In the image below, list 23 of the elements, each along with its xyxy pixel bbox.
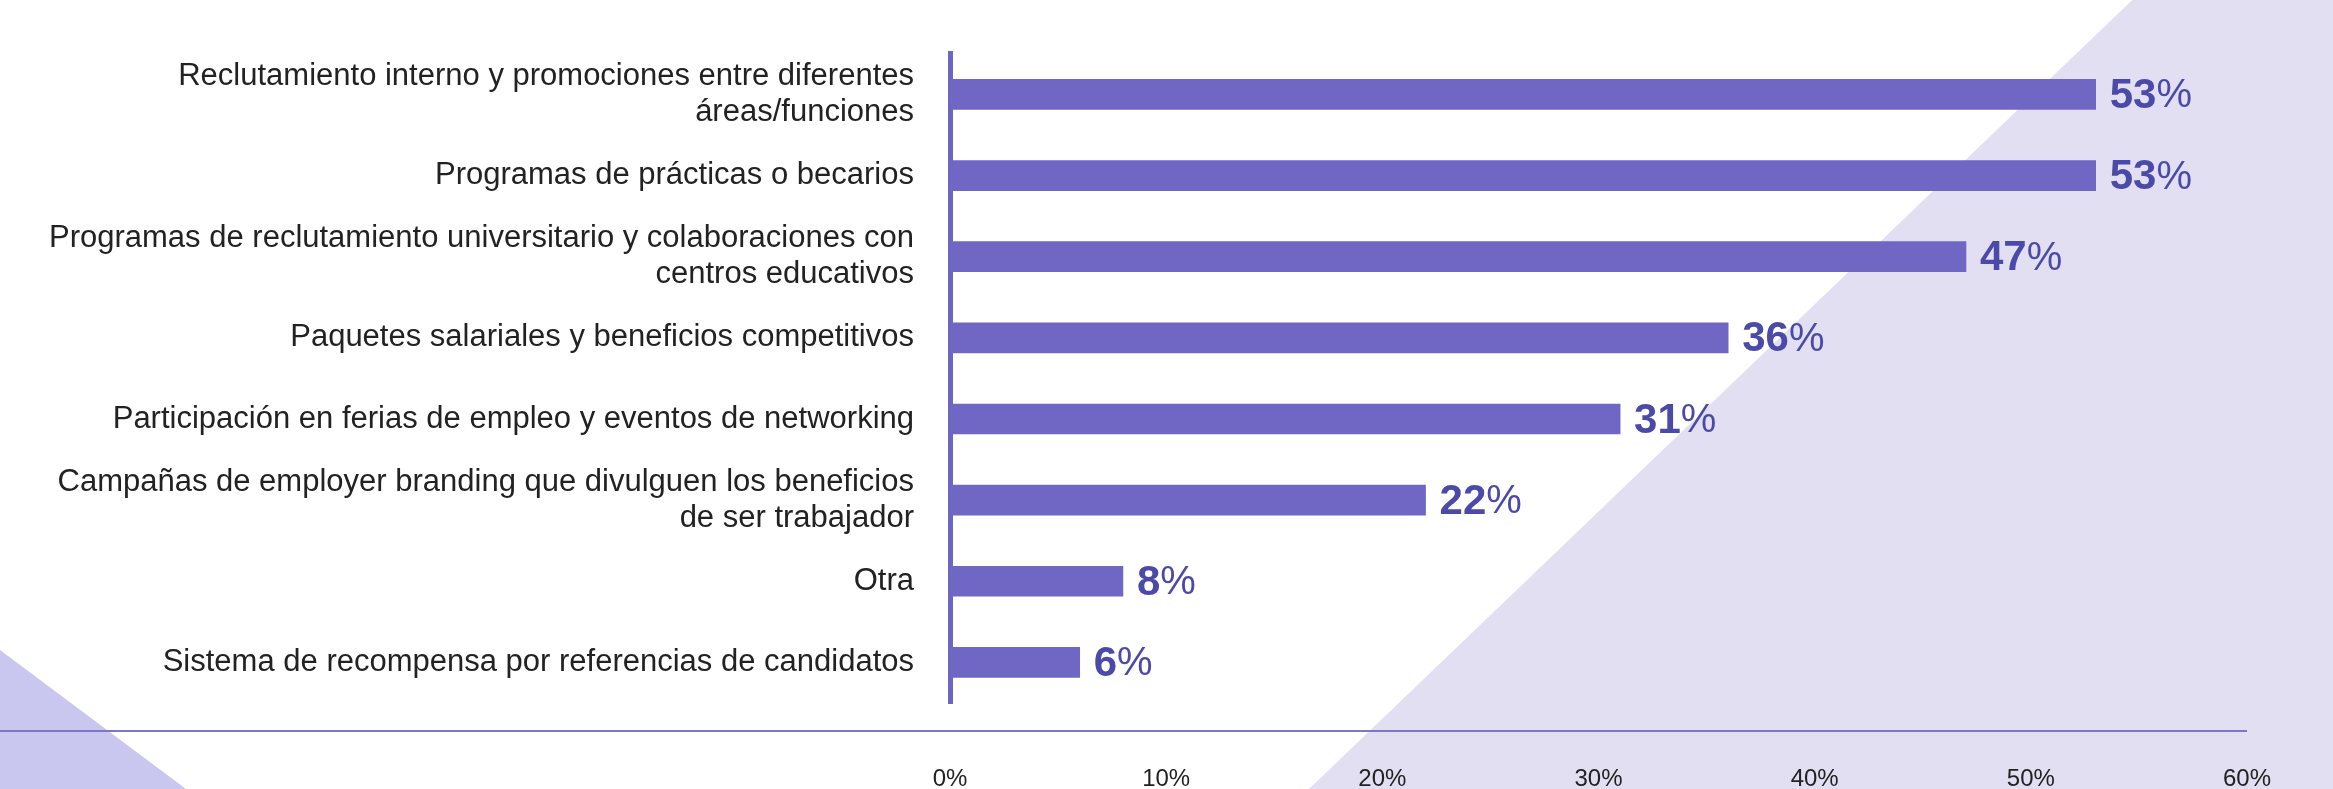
y-tick-label: Reclutamiento interno y promociones entre diferentes áreas/funciones	[178, 57, 914, 128]
data-label: 47%	[1979, 232, 2063, 280]
y-tick-label: Participación en ferias de empleo y eventos de networking	[112, 399, 914, 435]
data-label: 36%	[1742, 313, 1825, 361]
data-label: 6%	[1093, 638, 1153, 685]
x-tick-label: 30%	[1574, 764, 1623, 789]
x-tick-label: 0%	[932, 764, 968, 789]
y-tick-label: Campañas de employer branding que divulguen los beneficios de ser trabajador	[57, 462, 914, 534]
y-tick-label: Otra	[853, 561, 915, 597]
data-label: 53%	[2109, 69, 2192, 117]
y-tick-label: Programas de reclutamiento universitario y colaboraciones con centros educativos	[49, 219, 914, 291]
x-tick-label: 40%	[1790, 764, 1839, 789]
x-tick-label: 20%	[1358, 764, 1407, 789]
x-tick-label: 50%	[2006, 764, 2055, 789]
data-label: 31%	[1634, 394, 1717, 442]
data-label: 22%	[1439, 475, 1522, 523]
y-tick-label: Paquetes salariales y beneficios competitivos	[290, 318, 914, 354]
data-label: 8%	[1136, 556, 1196, 604]
x-tick-label: 60%	[2222, 764, 2272, 789]
y-tick-label: Programas de prácticas o becarios	[434, 156, 914, 192]
data-label: 53%	[2109, 151, 2192, 199]
x-tick-label: 10%	[1142, 764, 1191, 789]
y-tick-label: Sistema de recompensa por referencias de candidatos	[162, 642, 914, 678]
